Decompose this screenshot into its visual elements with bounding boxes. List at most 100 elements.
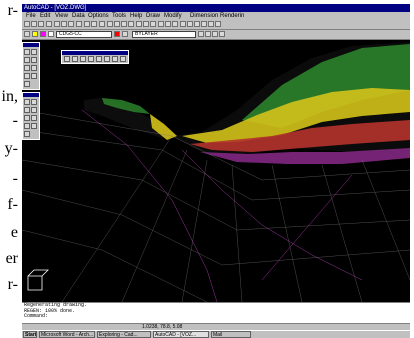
menu-draw[interactable]: Draw	[146, 13, 161, 19]
menu-data[interactable]: Data	[72, 13, 85, 19]
insert-icon[interactable]	[31, 73, 37, 79]
linetype-icon[interactable]	[122, 31, 128, 37]
zoom-previous-icon[interactable]	[128, 21, 134, 27]
match-icon[interactable]	[76, 21, 82, 27]
shade-icon[interactable]	[180, 21, 186, 27]
draw-palette	[22, 42, 40, 90]
page-text-line-1: r-	[7, 2, 18, 19]
command-line-3[interactable]: Command:	[24, 313, 49, 319]
ucs-icon	[27, 269, 49, 291]
layer-state-icon	[32, 31, 38, 37]
zoom-all-icon[interactable]	[212, 31, 218, 37]
zoom-window-icon[interactable]	[121, 21, 127, 27]
page-text-line-2: in,	[1, 88, 18, 105]
arc-icon[interactable]	[24, 57, 30, 63]
trim-icon[interactable]	[31, 115, 37, 121]
menu-help[interactable]: Help	[130, 13, 143, 19]
menu-bar: File Edit View Data Options Tools Help D…	[22, 12, 410, 20]
redraw-icon[interactable]	[143, 21, 149, 27]
view-icon[interactable]	[136, 21, 142, 27]
page-margin-text: r- in, - y- - f- e er r-	[0, 0, 22, 338]
menu-tools[interactable]: Tools	[112, 13, 127, 19]
explode-icon[interactable]	[24, 131, 30, 137]
autocad-window: AutoCAD - [VOZ.DWG] File Edit View Data …	[22, 4, 410, 338]
title-bar: AutoCAD - [VOZ.DWG]	[22, 4, 410, 12]
menu-view[interactable]: View	[55, 13, 68, 19]
print-icon[interactable]	[46, 21, 52, 27]
point-icon[interactable]	[24, 81, 30, 87]
modify-palette	[22, 92, 40, 140]
render-icon[interactable]	[172, 21, 178, 27]
rectangle-icon[interactable]	[24, 65, 30, 71]
page-text-line-7: e	[10, 224, 18, 241]
extra-icon[interactable]	[194, 21, 200, 27]
help-icon[interactable]	[158, 21, 164, 27]
linetype-dropdown[interactable]: BYLAYER	[132, 31, 196, 38]
menu-options[interactable]: Options	[88, 13, 109, 19]
view-bottom-icon[interactable]	[72, 56, 78, 62]
stretch-icon[interactable]	[24, 115, 30, 121]
polyline-icon[interactable]	[31, 49, 37, 55]
open-icon[interactable]	[31, 21, 37, 27]
view-front-icon[interactable]	[96, 56, 102, 62]
zoom-in-icon[interactable]	[198, 31, 204, 37]
layers-icon[interactable]	[165, 21, 171, 27]
windows-taskbar: Start Microsoft Word - Arch... Exploring…	[22, 330, 410, 338]
properties-icon[interactable]	[150, 21, 156, 27]
page-text-line-6: f-	[7, 196, 18, 213]
command-window[interactable]: Regenerating drawing. REGEN: 100% done. …	[22, 302, 410, 324]
rotate-icon[interactable]	[24, 107, 30, 113]
page-text-line-3: -	[12, 112, 18, 129]
scale-icon[interactable]	[31, 107, 37, 113]
layer-dropdown[interactable]: CDG5-CC	[56, 31, 112, 38]
fillet-icon[interactable]	[31, 123, 37, 129]
color-icon[interactable]	[114, 31, 120, 37]
extend-icon[interactable]	[24, 123, 30, 129]
view-back-icon[interactable]	[104, 56, 110, 62]
new-icon[interactable]	[24, 21, 30, 27]
command-line-2: REGEN: 100% done.	[24, 307, 76, 314]
extra-icon-4[interactable]	[215, 21, 221, 27]
layer-icon[interactable]	[24, 31, 30, 37]
menu-modify[interactable]: Modify	[164, 13, 182, 19]
task-mail[interactable]: Mail	[211, 331, 251, 338]
view-iso2-icon[interactable]	[120, 56, 126, 62]
hide-icon[interactable]	[187, 21, 193, 27]
command-line-1: Regenerating drawing.	[24, 302, 88, 308]
task-autocad[interactable]: AutoCAD - [VOZ...	[153, 331, 209, 338]
undo-icon[interactable]	[84, 21, 90, 27]
view-left-icon[interactable]	[80, 56, 86, 62]
view-toolbar	[61, 50, 129, 64]
zoom-icon[interactable]	[114, 21, 120, 27]
task-explorer[interactable]: Exploring - Cad...	[97, 331, 151, 338]
menu-edit[interactable]: Edit	[40, 13, 51, 19]
extra-icon-2[interactable]	[201, 21, 207, 27]
view-right-icon[interactable]	[88, 56, 94, 62]
coordinate-readout: 1.0238, 78.8, 5.08	[142, 324, 183, 330]
paste-icon[interactable]	[68, 21, 74, 27]
zoom-out-icon[interactable]	[205, 31, 211, 37]
erase-icon[interactable]	[24, 99, 30, 105]
view-iso-icon[interactable]	[112, 56, 118, 62]
pan-icon[interactable]	[107, 21, 113, 27]
save-icon[interactable]	[38, 21, 44, 27]
copy-icon[interactable]	[61, 21, 67, 27]
circle-icon[interactable]	[31, 57, 37, 63]
task-word[interactable]: Microsoft Word - Arch...	[39, 331, 95, 338]
extra-icon-3[interactable]	[208, 21, 214, 27]
aerial-view-icon[interactable]	[219, 31, 225, 37]
hatch-icon[interactable]	[31, 65, 37, 71]
drawing-viewport[interactable]	[22, 40, 410, 302]
start-button[interactable]: Start	[23, 331, 37, 338]
move-icon[interactable]	[31, 99, 37, 105]
text-icon[interactable]	[24, 73, 30, 79]
menu-render[interactable]: Renderin	[220, 13, 245, 19]
line-icon[interactable]	[24, 49, 30, 55]
view-top-icon[interactable]	[64, 56, 70, 62]
redo-icon[interactable]	[91, 21, 97, 27]
snap-icon[interactable]	[99, 21, 105, 27]
page-text-line-8: er	[5, 250, 18, 267]
menu-file[interactable]: File	[26, 13, 36, 19]
cut-icon[interactable]	[54, 21, 60, 27]
menu-dimension[interactable]: Dimension	[190, 13, 219, 19]
